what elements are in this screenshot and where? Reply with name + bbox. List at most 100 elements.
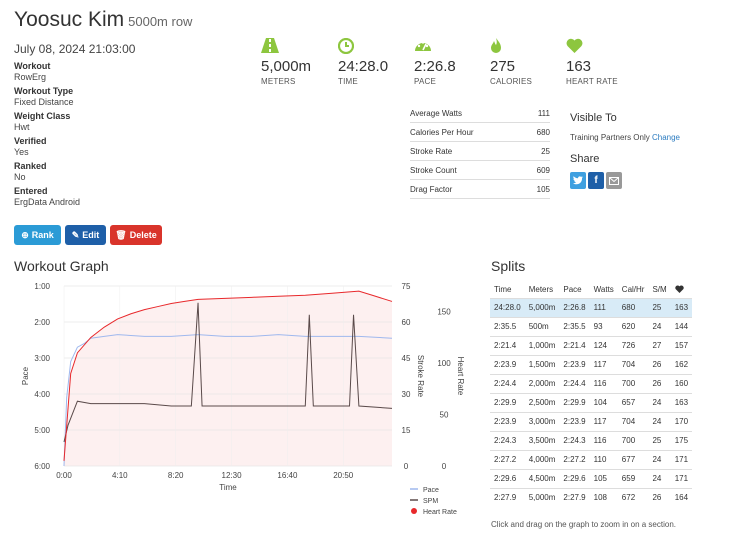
legend-hr-label: Heart Rate <box>423 509 457 516</box>
table-cell: 1,000m <box>524 335 560 355</box>
share-buttons: f <box>570 172 622 189</box>
workout-graph-title: Workout Graph <box>14 258 109 274</box>
table-cell: 500m <box>524 316 560 336</box>
pace-tick-label: 1:00 <box>34 282 50 291</box>
table-cell: 116 <box>589 373 618 393</box>
table-cell: 677 <box>617 449 649 469</box>
table-cell: 4,000m <box>524 449 560 469</box>
pencil-icon: ✎ <box>71 230 80 240</box>
table-cell: 25 <box>648 430 671 450</box>
table-cell: 26 <box>648 354 671 374</box>
table-cell: 5,000m <box>524 487 560 507</box>
legend-pace-label: Pace <box>423 487 439 494</box>
table-cell: 3,000m <box>524 411 560 431</box>
heart-rate-series-line <box>63 290 393 461</box>
table-cell: 2:27.2 <box>490 449 525 469</box>
time-tick-label: 16:40 <box>277 471 298 480</box>
table-row[interactable]: 2:21.4 1,000m 2:21.4 124 726 27 157 <box>490 335 693 355</box>
table-cell: 2:24.4 <box>559 373 590 393</box>
splits-header-cell: Cal/Hr <box>621 285 645 295</box>
splits-header-row: Time Meters Pace Watts Cal/Hr S/M <box>490 282 692 298</box>
table-cell: 163 <box>670 392 693 412</box>
athlete-name: Yoosuc Kim <box>14 8 125 31</box>
edit-button[interactable]: ✎ Edit <box>65 225 106 245</box>
stat-value: 5,000m <box>261 58 312 75</box>
table-cell: 680 <box>617 297 649 317</box>
speedometer-icon <box>414 38 456 54</box>
table-cell: 2:21.4 <box>490 335 525 355</box>
splits-title: Splits <box>491 258 526 274</box>
stat-pace: 2:26.8 PACE <box>414 38 456 86</box>
metric-value: 25 <box>541 147 550 156</box>
detail-label: Verified <box>14 136 47 146</box>
twitter-share-button[interactable] <box>570 172 586 189</box>
table-row[interactable]: 2:23.9 1,500m 2:23.9 117 704 26 162 <box>490 354 693 374</box>
table-cell: 2:29.6 <box>490 468 525 488</box>
table-cell: 111 <box>589 297 618 317</box>
detail-label: Entered <box>14 186 48 196</box>
table-cell: 117 <box>589 354 618 374</box>
table-cell: 2:23.9 <box>559 411 590 431</box>
table-cell: 24 <box>648 392 671 412</box>
table-cell: 2:27.9 <box>559 487 590 507</box>
table-row[interactable]: 2:29.6 4,500m 2:29.6 105 659 24 171 <box>490 468 693 488</box>
detail-value: Yes <box>14 147 29 157</box>
metric-row: Drag Factor 105 <box>410 180 550 199</box>
table-cell: 2:24.3 <box>559 430 590 450</box>
detail-verified: Verified Yes <box>14 136 204 158</box>
metric-value: 680 <box>536 128 550 137</box>
metric-row: Stroke Count 609 <box>410 161 550 180</box>
table-cell: 24 <box>648 449 671 469</box>
delete-button[interactable]: 🗑 Delete <box>110 225 162 245</box>
splits-header-cell: Time <box>494 285 512 295</box>
table-cell: 5,000m <box>524 297 560 317</box>
flame-icon <box>490 38 532 54</box>
email-share-button[interactable] <box>606 172 622 189</box>
detail-label: Workout <box>14 61 51 71</box>
table-row[interactable]: 2:24.4 2,000m 2:24.4 116 700 26 160 <box>490 373 693 393</box>
table-cell: 124 <box>589 335 618 355</box>
rank-button[interactable]: ⊕ Rank <box>14 225 61 245</box>
change-visibility-link[interactable]: Change <box>651 133 680 142</box>
table-row[interactable]: 2:29.9 2,500m 2:29.9 104 657 24 163 <box>490 392 693 412</box>
table-cell: 2:23.9 <box>490 411 525 431</box>
table-cell: 24 <box>648 411 671 431</box>
splits-total-row[interactable]: 24:28.0 5,000m 2:26.8 111 680 25 163 <box>490 297 693 317</box>
metric-value: 105 <box>536 185 550 194</box>
table-cell: 2:29.9 <box>490 392 525 412</box>
table-cell: 162 <box>670 354 693 374</box>
pace-tick-label: 4:00 <box>34 390 50 399</box>
workout-date: July 08, 2024 21:03:00 <box>14 42 136 56</box>
table-cell: 1,500m <box>524 354 560 374</box>
edit-label: Edit <box>82 230 100 240</box>
stat-meters: 5,000m METERS <box>261 38 311 86</box>
detail-label: Workout Type <box>14 86 74 96</box>
stat-label: HEART RATE <box>566 77 618 86</box>
workout-graph[interactable]: 1:00 75 2:00 60 3:00 45 4:00 30 5:00 15 6:00 0 150 10… <box>0 276 480 526</box>
table-cell: 117 <box>589 411 618 431</box>
facebook-share-button[interactable]: f <box>588 172 604 189</box>
table-cell: 2:29.9 <box>559 392 590 412</box>
plus-circle-icon: ⊕ <box>21 230 29 240</box>
table-row[interactable]: 2:23.9 3,000m 2:23.9 117 704 24 170 <box>490 411 693 431</box>
table-cell: 2:21.4 <box>559 335 590 355</box>
detail-value: No <box>14 172 26 182</box>
metric-row: Stroke Rate 25 <box>410 142 550 161</box>
pace-tick-label: 6:00 <box>34 462 50 471</box>
heart-rate-area <box>64 291 392 466</box>
table-row[interactable]: 2:27.2 4,000m 2:27.2 110 677 24 171 <box>490 449 693 469</box>
table-row[interactable]: 2:35.5 500m 2:35.5 93 620 24 144 <box>490 316 693 336</box>
table-row[interactable]: 2:27.9 5,000m 2:27.9 108 672 26 164 <box>490 487 693 507</box>
delete-label: Delete <box>129 230 157 240</box>
hr-tick-label: 0 <box>442 462 447 471</box>
table-row[interactable]: 2:24.3 3,500m 2:24.3 116 700 25 175 <box>490 430 693 450</box>
detail-ranked: Ranked No <box>14 161 204 183</box>
table-cell: 171 <box>670 449 693 469</box>
metric-label: Calories Per Hour <box>410 128 474 137</box>
time-tick-label: 4:10 <box>112 471 128 480</box>
detail-entered: Entered ErgData Android <box>14 186 204 208</box>
facebook-icon: f <box>594 175 598 186</box>
metrics-table: Average Watts 111 Calories Per Hour 680 St… <box>410 104 550 199</box>
visibility-value: Training Partners Only Change <box>570 133 680 142</box>
table-cell: 2:26.8 <box>559 297 590 317</box>
